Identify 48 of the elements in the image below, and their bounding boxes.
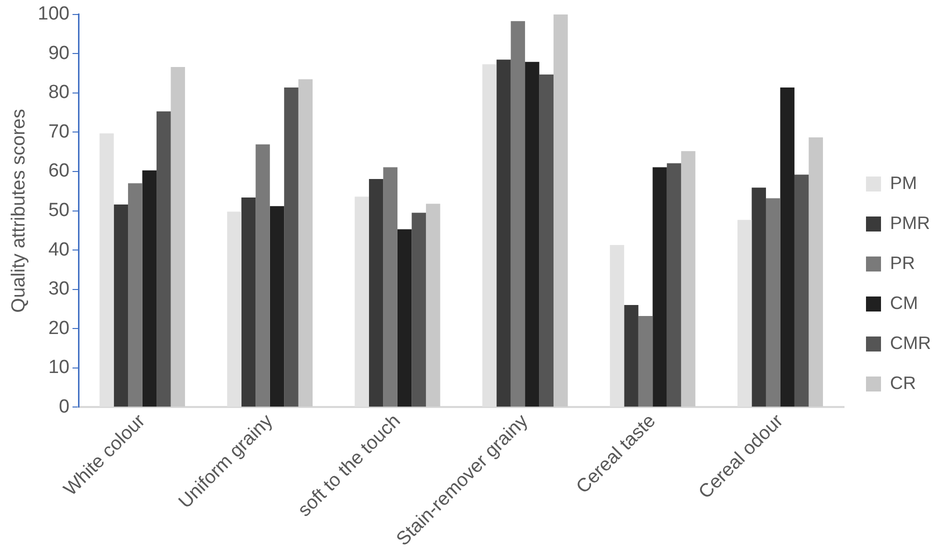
bar <box>752 188 766 407</box>
legend-label: PR <box>890 252 916 273</box>
y-tick-label: 20 <box>48 318 70 339</box>
bar <box>525 62 540 407</box>
bar <box>496 60 511 407</box>
bar <box>298 79 313 407</box>
bar <box>256 144 270 407</box>
bar <box>114 204 128 407</box>
bar <box>142 170 157 407</box>
y-tick-label: 90 <box>48 42 70 64</box>
bar <box>624 305 638 407</box>
bar <box>766 198 780 407</box>
bar <box>794 174 809 407</box>
legend-label: PMR <box>890 212 930 233</box>
y-tick-label: 0 <box>58 396 70 418</box>
y-tick-label: 70 <box>48 121 70 142</box>
bar <box>539 74 554 407</box>
bar <box>808 137 823 407</box>
y-tick-label: 10 <box>48 357 70 378</box>
legend-label: CM <box>890 292 918 313</box>
y-tick-label: 40 <box>48 239 70 260</box>
bar <box>368 178 384 407</box>
bar <box>652 167 667 407</box>
bar <box>510 21 526 407</box>
bar <box>270 206 284 407</box>
bar <box>397 229 412 407</box>
bar <box>284 87 298 407</box>
legend-label: CMR <box>890 332 932 353</box>
legend-label: CR <box>890 372 916 393</box>
y-tick-label: 60 <box>48 160 70 182</box>
y-tick-label: 50 <box>48 200 70 222</box>
bar <box>638 316 653 407</box>
y-axis-title: Quality attributes scores <box>8 108 30 313</box>
bar <box>554 14 568 407</box>
bar <box>681 151 696 407</box>
bar <box>128 183 142 407</box>
y-tick-label: 80 <box>48 82 70 104</box>
bar <box>241 197 256 407</box>
legend-label: PM <box>890 172 918 193</box>
bar <box>666 163 682 407</box>
y-tick-label: 100 <box>38 4 70 25</box>
bar <box>383 167 398 407</box>
y-tick-label: 30 <box>48 278 70 300</box>
bar <box>412 212 426 407</box>
bar <box>156 111 171 407</box>
bar <box>426 204 440 407</box>
bar <box>780 87 794 407</box>
bar <box>170 67 186 407</box>
